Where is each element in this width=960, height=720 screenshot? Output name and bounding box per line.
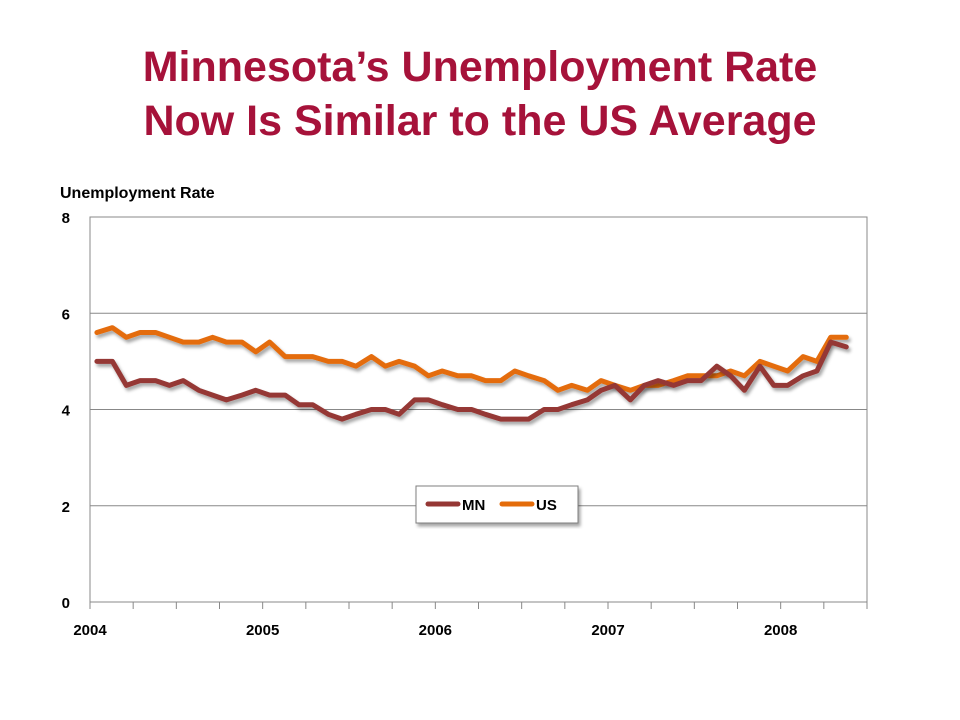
legend: MN US <box>415 485 579 524</box>
chart-title: Minnesota’s Unemployment Rate Now Is Sim… <box>0 40 960 148</box>
legend-label-us: US <box>536 497 557 514</box>
title-line-2: Now Is Similar to the US Average <box>143 97 817 145</box>
series-line-mn <box>94 339 849 422</box>
y-tick-label-6: 6 <box>62 306 70 323</box>
x-tick-label-2008: 2008 <box>764 622 797 639</box>
series-line-us <box>94 325 849 393</box>
legend-label-mn: MN <box>462 497 485 514</box>
series-lines <box>94 325 849 422</box>
y-tick-label-0: 0 <box>62 595 70 612</box>
y-axis-label: Unemployment Rate <box>60 185 215 202</box>
x-tick-label-2004: 2004 <box>73 622 107 639</box>
y-tick-label-4: 4 <box>62 403 71 420</box>
x-tick-label-2005: 2005 <box>246 622 279 639</box>
x-tick-label-2007: 2007 <box>591 622 624 639</box>
axes: 0 2 4 6 8 2004 2005 2006 2007 2008 <box>62 210 868 639</box>
title-line-1: Minnesota’s Unemployment Rate <box>142 43 818 91</box>
x-tick-label-2006: 2006 <box>419 622 452 639</box>
y-tick-label-8: 8 <box>62 210 70 227</box>
y-tick-label-2: 2 <box>62 499 70 516</box>
